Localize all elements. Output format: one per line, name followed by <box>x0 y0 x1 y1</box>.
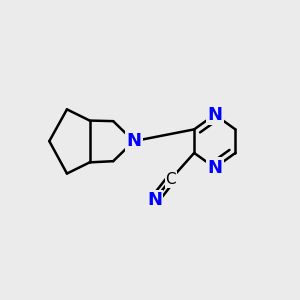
Text: N: N <box>207 106 222 124</box>
Text: N: N <box>207 159 222 177</box>
Text: C: C <box>165 172 176 187</box>
Text: N: N <box>126 132 141 150</box>
Text: N: N <box>147 191 162 209</box>
